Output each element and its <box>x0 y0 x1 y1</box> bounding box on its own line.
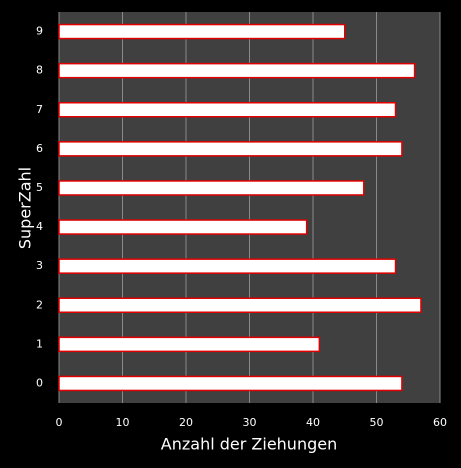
y-tick-label: 9 <box>36 25 43 38</box>
x-tick-label: 40 <box>306 416 320 429</box>
x-tick-label: 0 <box>56 416 63 429</box>
y-tick-label: 6 <box>36 142 43 155</box>
x-tick-label: 10 <box>116 416 130 429</box>
bar <box>58 23 346 40</box>
x-tick-label: 50 <box>370 416 384 429</box>
bar <box>58 180 365 196</box>
bar <box>58 258 397 274</box>
y-tick-label: 4 <box>36 220 43 233</box>
x-axis-title: Anzahl der Ziehungen <box>161 435 337 454</box>
y-axis-title: SuperZahl <box>16 167 35 249</box>
y-tick-label: 5 <box>36 181 43 194</box>
bar <box>58 62 416 79</box>
y-tick-label: 3 <box>36 259 43 272</box>
bar <box>58 219 308 235</box>
bar <box>58 375 403 392</box>
bar <box>58 141 403 157</box>
x-tick-label: 30 <box>243 416 257 429</box>
x-tick-label: 60 <box>433 416 447 429</box>
y-tick-label: 0 <box>36 376 43 389</box>
x-tick-label: 20 <box>179 416 193 429</box>
y-tick-label: 8 <box>36 64 43 77</box>
bar <box>58 336 321 353</box>
y-tick-label: 1 <box>36 337 43 350</box>
bar <box>58 102 397 118</box>
bar <box>58 297 422 313</box>
y-tick-label: 2 <box>36 298 43 311</box>
y-tick-label: 7 <box>36 103 43 116</box>
